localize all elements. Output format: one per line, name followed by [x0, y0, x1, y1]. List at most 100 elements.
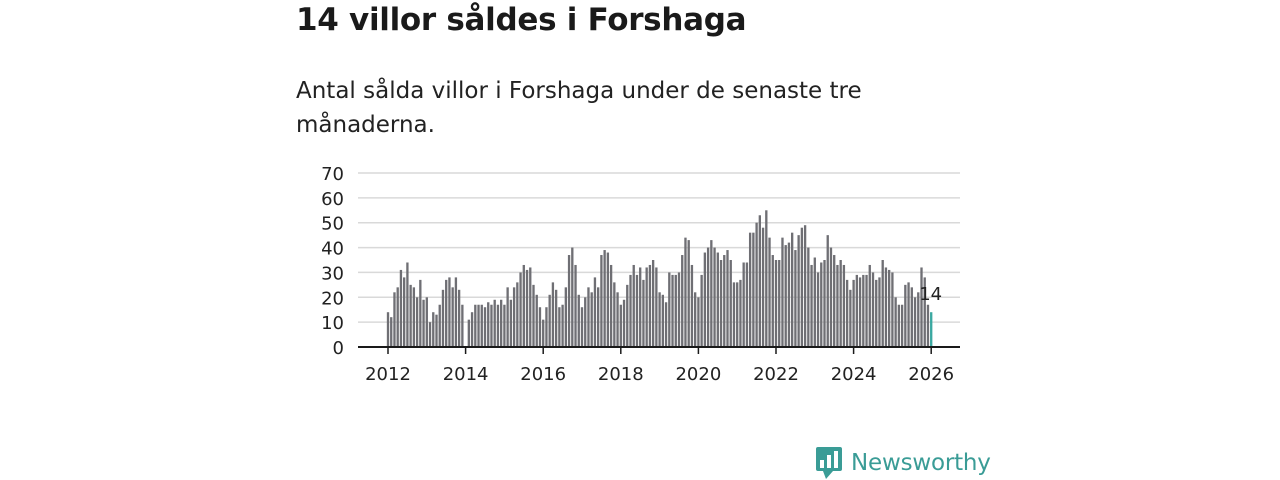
bar: [538, 307, 542, 347]
bar: [477, 304, 480, 347]
bar: [855, 274, 858, 347]
bar: [619, 304, 622, 347]
bar: [761, 227, 765, 347]
bar-chart-speech-bubble-icon: [816, 447, 842, 479]
bar: [687, 240, 690, 347]
bar: [390, 317, 393, 347]
bar: [842, 264, 846, 347]
brand-logo: Newsworthy: [815, 446, 991, 480]
bar: [428, 322, 432, 347]
y-tick-label: 70: [321, 164, 344, 185]
bar: [587, 287, 590, 347]
x-tick-label: 2026: [908, 364, 954, 385]
bar: [752, 232, 755, 347]
bar: [525, 269, 529, 347]
bar: [664, 302, 668, 347]
bar: [506, 287, 509, 347]
bar: [852, 279, 855, 347]
bar: [635, 274, 639, 347]
bar: [823, 260, 826, 347]
bar: [561, 304, 564, 347]
bar-current: [930, 312, 933, 347]
bar: [639, 267, 642, 347]
bar: [668, 272, 671, 347]
bar: [736, 282, 739, 347]
y-tick-label: 50: [321, 214, 344, 235]
y-tick-label: 20: [321, 288, 344, 309]
bar: [603, 250, 606, 347]
bar: [858, 277, 862, 347]
y-tick-label: 60: [321, 189, 344, 210]
bar: [706, 247, 710, 347]
bar: [878, 277, 881, 347]
bar: [697, 297, 700, 347]
bar: [574, 264, 577, 347]
bar: [457, 289, 461, 347]
bar: [551, 282, 555, 347]
bar: [833, 255, 836, 347]
bar: [907, 282, 910, 347]
bar: [454, 277, 458, 347]
bar: [451, 287, 454, 347]
bar: [622, 299, 626, 347]
bar: [732, 282, 736, 347]
bar: [445, 279, 448, 347]
bar: [448, 277, 451, 347]
x-tick-label: 2016: [520, 364, 566, 385]
bar: [771, 255, 774, 347]
bar: [849, 289, 852, 347]
bar: [542, 319, 545, 347]
bar: [658, 292, 661, 347]
bar: [694, 292, 697, 347]
bar: [739, 279, 742, 347]
bar: [564, 287, 567, 347]
bar: [897, 304, 901, 347]
bar: [765, 210, 768, 347]
bar: [651, 260, 655, 347]
bar: [493, 299, 496, 347]
bar: [616, 292, 619, 347]
bar: [474, 304, 477, 347]
bar: [917, 292, 920, 347]
bar: [755, 222, 758, 347]
bar: [438, 304, 441, 347]
bar: [512, 287, 516, 347]
bar: [719, 260, 723, 347]
bar: [412, 287, 416, 347]
bar: [768, 237, 771, 347]
bar: [522, 264, 525, 347]
bar: [807, 247, 810, 347]
bar: [745, 262, 749, 347]
bar: [571, 247, 574, 347]
bar: [613, 282, 616, 347]
bar: [590, 292, 593, 347]
bar: [797, 235, 800, 347]
bar: [816, 272, 820, 347]
bar: [778, 260, 781, 347]
bar: [597, 287, 600, 347]
bar: [868, 264, 871, 347]
bar: [710, 240, 713, 347]
bar: [645, 267, 648, 347]
bar: [487, 302, 490, 347]
bar: [748, 232, 752, 347]
bar: [677, 272, 681, 347]
bar: [470, 312, 474, 347]
chart-title: 14 villor såldes i Forshaga: [296, 2, 747, 38]
y-tick-label: 10: [321, 313, 344, 334]
bar: [910, 287, 913, 347]
bar: [503, 304, 506, 347]
bar: [803, 225, 807, 347]
bar: [529, 267, 532, 347]
x-tick-label: 2014: [443, 364, 489, 385]
bar: [703, 252, 707, 347]
y-tick-label: 0: [333, 338, 344, 359]
x-tick-label: 2012: [365, 364, 411, 385]
bar: [826, 235, 829, 347]
bar: [875, 279, 878, 347]
bar: [913, 297, 917, 347]
bar: [891, 272, 894, 347]
bar: [642, 279, 645, 347]
bar: [820, 262, 823, 347]
bar: [519, 272, 522, 347]
